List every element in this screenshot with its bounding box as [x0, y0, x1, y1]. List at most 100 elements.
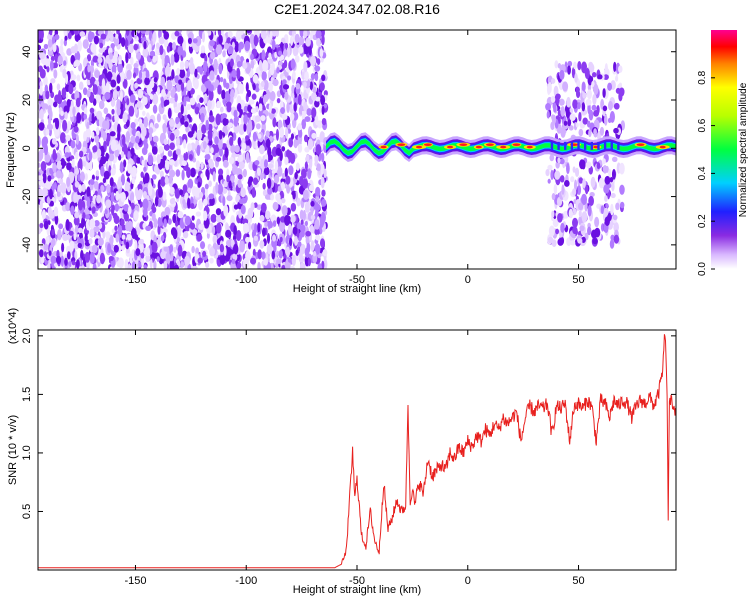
spectrogram-cell	[50, 255, 57, 264]
spectrogram-cell	[608, 168, 612, 178]
spectrogram-cell	[47, 50, 54, 56]
spectrogram-cell	[271, 30, 278, 37]
spectrogram-cell	[95, 126, 100, 136]
spectrogram-cell	[134, 103, 138, 115]
spectrogram-cell	[89, 218, 96, 230]
spectrogram-y-ticks: -40 -20 0 20 40	[21, 46, 676, 253]
spectrogram-cell	[74, 180, 80, 188]
spectrogram-cell	[238, 124, 245, 136]
spectrogram-cell	[574, 73, 578, 83]
spectrogram-cell	[104, 91, 111, 100]
spectrogram-cell	[307, 168, 312, 180]
spectrogram-cell	[84, 251, 91, 263]
spectrogram-cell	[50, 239, 55, 248]
spectrogram-cell	[46, 34, 53, 41]
spectrogram-cell	[106, 71, 113, 82]
spectrogram-cell	[100, 184, 105, 192]
spectrogram-cell	[130, 135, 136, 144]
spectrogram-cell	[81, 183, 86, 193]
spectrogram-cell	[319, 48, 324, 58]
spectrogram-cell	[562, 81, 569, 92]
spectrogram-cell	[215, 214, 222, 223]
snr-x-tick-label: -50	[349, 575, 365, 587]
spectrogram-cell	[182, 184, 188, 193]
spectrogram-cell	[63, 105, 70, 114]
spectrogram-cell	[213, 58, 218, 70]
spectrogram-cell	[260, 80, 265, 88]
spectrogram-cell	[582, 92, 587, 99]
spectrogram-cell	[91, 206, 96, 214]
spectrogram-cell	[38, 149, 44, 161]
spectrogram-cell	[233, 204, 239, 210]
spectrogram-cell	[270, 65, 275, 76]
spectrogram-cell	[154, 196, 159, 207]
spectrogram-cell	[151, 146, 158, 155]
spectrogram-cell	[112, 89, 118, 101]
spectrogram-cell	[177, 211, 184, 219]
spectrogram-cell	[321, 189, 326, 197]
spectrogram-cell	[170, 54, 175, 66]
spectrogram-cell	[164, 176, 169, 185]
spectrogram-cell	[281, 146, 286, 152]
spectrogram-cell	[86, 196, 91, 209]
spectrogram-cell	[60, 160, 67, 167]
spectrogram-cell	[557, 109, 561, 117]
spectrogram-cell	[127, 263, 131, 269]
spectrogram-cell	[555, 228, 560, 235]
spectrogram-cell	[223, 246, 227, 257]
spectrogram-cell	[208, 123, 213, 132]
spectrogram-cell	[197, 181, 201, 188]
spectrogram-cell	[558, 98, 565, 106]
spectrogram-cell	[608, 100, 613, 111]
spectrogram-cell	[277, 240, 282, 247]
spectrogram-cell	[163, 260, 168, 269]
spectrogram-cell	[584, 184, 589, 195]
spectrogram-cell	[158, 36, 165, 45]
spectrogram-cell	[144, 77, 150, 86]
spectrogram-cell	[203, 198, 208, 206]
spectrogram-cell	[187, 187, 192, 194]
spectrogram-cell	[268, 103, 272, 114]
spectrogram-cell	[552, 102, 557, 110]
spectrogram-cell	[202, 250, 207, 258]
spectrogram-cell	[152, 55, 157, 63]
spectrogram-cell	[151, 241, 158, 254]
spectrogram-cell	[126, 97, 130, 106]
spectrogram-cell	[83, 131, 87, 142]
spectrogram-cell	[133, 63, 139, 69]
spectrogram-cell	[587, 75, 594, 83]
spectrogram-cell	[134, 234, 139, 241]
spectrogram-cell	[275, 147, 282, 156]
spectrogram-cell	[148, 187, 153, 197]
spectrogram-cell	[48, 250, 52, 256]
spectrogram-cell	[163, 99, 170, 106]
spectrogram-cell	[46, 123, 53, 131]
spectrogram-cell	[164, 66, 170, 77]
spectrogram-cell	[135, 135, 140, 144]
spectrogram-cell	[238, 43, 242, 53]
spectrogram-cell	[144, 172, 150, 184]
spectrogram-cell	[88, 237, 93, 245]
spectrogram-cell	[96, 117, 100, 127]
spectrogram-cell	[610, 234, 615, 241]
spectrogram-cell	[255, 142, 259, 150]
spectrogram-cell	[89, 107, 95, 114]
spectrogram-cell	[41, 209, 47, 220]
spectrogram-cell	[82, 39, 89, 49]
spectrogram-cell	[233, 225, 237, 236]
spectrogram-cell	[262, 94, 267, 105]
colorbar-gradient	[711, 30, 737, 269]
spectrogram-cell	[56, 94, 63, 105]
spectrogram-cell	[239, 240, 245, 253]
spectrogram-cell	[302, 178, 309, 189]
spectrogram-cell	[567, 60, 573, 67]
spectrogram-cell	[124, 259, 129, 269]
spectrogram-cell	[287, 75, 292, 81]
spectrogram-cell	[74, 224, 79, 234]
spectrogram-cell	[240, 197, 248, 204]
spectrogram-cell	[588, 195, 594, 207]
spectrogram-cell	[91, 244, 98, 254]
spectrogram-cell	[93, 145, 98, 153]
spectrogram-cell	[72, 106, 76, 117]
spectrogram-cell	[66, 48, 72, 56]
